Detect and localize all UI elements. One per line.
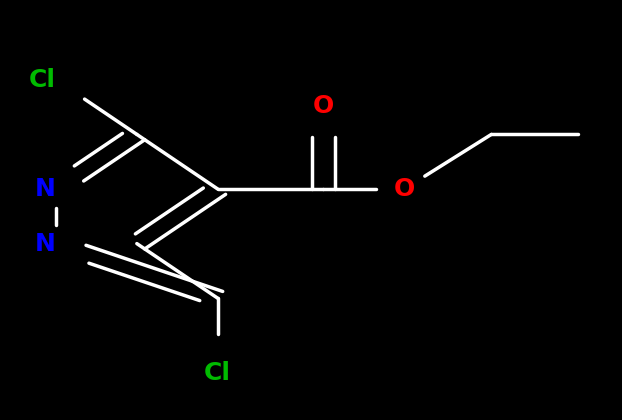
Text: O: O — [313, 94, 334, 118]
Text: N: N — [35, 231, 56, 256]
Text: O: O — [394, 177, 415, 201]
Text: N: N — [35, 177, 56, 201]
Text: Cl: Cl — [204, 361, 231, 385]
Text: Cl: Cl — [29, 68, 56, 92]
